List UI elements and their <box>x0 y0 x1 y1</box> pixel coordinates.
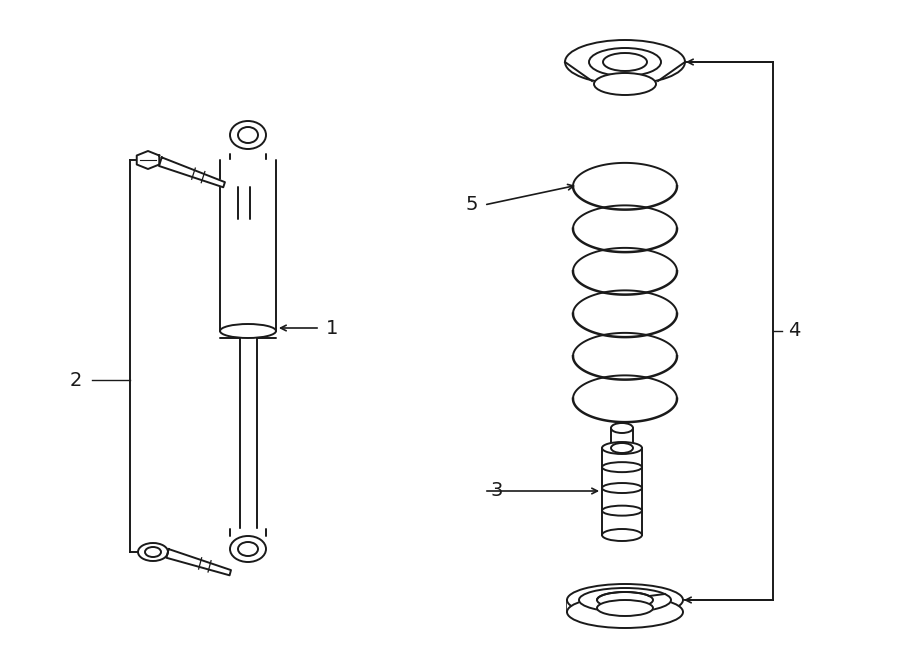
Polygon shape <box>220 160 276 331</box>
Ellipse shape <box>597 592 653 608</box>
Polygon shape <box>570 62 680 84</box>
Polygon shape <box>166 549 231 575</box>
Ellipse shape <box>611 423 633 433</box>
Polygon shape <box>137 151 159 169</box>
Polygon shape <box>239 338 256 529</box>
Ellipse shape <box>220 324 276 338</box>
Ellipse shape <box>602 529 642 541</box>
Text: 4: 4 <box>788 321 800 340</box>
Ellipse shape <box>238 127 258 143</box>
Polygon shape <box>611 428 633 448</box>
Text: 3: 3 <box>490 481 502 500</box>
Polygon shape <box>230 529 266 536</box>
Ellipse shape <box>594 73 656 95</box>
Text: 1: 1 <box>326 319 338 338</box>
Polygon shape <box>230 154 266 160</box>
Polygon shape <box>602 448 642 535</box>
Ellipse shape <box>602 442 642 454</box>
Ellipse shape <box>603 53 647 71</box>
Ellipse shape <box>579 588 671 612</box>
Text: 5: 5 <box>465 196 478 215</box>
Ellipse shape <box>567 584 683 616</box>
Ellipse shape <box>567 596 683 628</box>
Ellipse shape <box>230 121 266 149</box>
Polygon shape <box>159 157 225 187</box>
Ellipse shape <box>589 48 661 76</box>
Ellipse shape <box>145 547 161 557</box>
Ellipse shape <box>230 536 266 562</box>
Ellipse shape <box>138 543 168 561</box>
Ellipse shape <box>611 443 633 453</box>
Ellipse shape <box>565 40 685 84</box>
Text: 2: 2 <box>69 371 82 389</box>
Polygon shape <box>597 600 653 608</box>
Ellipse shape <box>238 542 258 556</box>
Polygon shape <box>567 600 683 612</box>
Ellipse shape <box>597 600 653 616</box>
